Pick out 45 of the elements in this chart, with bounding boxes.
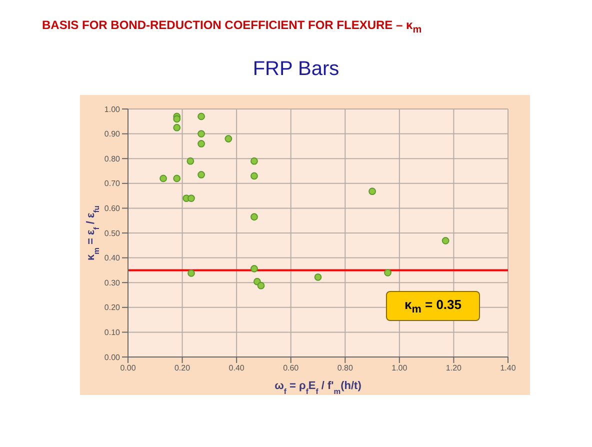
point (186, 157, 194, 165)
point (314, 273, 322, 281)
point (198, 112, 205, 120)
point (257, 282, 265, 290)
y-tick-label: 0.40 (104, 254, 121, 263)
point (250, 265, 258, 272)
point (173, 124, 181, 132)
point (198, 130, 205, 138)
x-tick-label: 0.40 (228, 364, 245, 373)
y-tick-label: 0.80 (104, 154, 121, 164)
y-tick-label: 0.10 (104, 328, 121, 338)
point (368, 188, 376, 196)
chart-title: BASIS FOR BOND-REDUCTION COEFFICIENT FOR FLEXURE – κ$_{m}$ (42, 18, 422, 36)
x-tick-label: 0.60 (283, 364, 300, 373)
y-tick-label: 0.90 (104, 130, 121, 139)
point (173, 115, 181, 123)
x-tick-label: 1.20 (446, 364, 462, 373)
y-tick-label: 1.00 (104, 104, 121, 114)
point (188, 194, 195, 202)
point (442, 236, 450, 244)
point (250, 213, 258, 221)
point (160, 174, 167, 182)
annotation: κ$_{m}$ = 0.35 (404, 296, 462, 316)
y-tick-label: 0.70 (104, 179, 121, 188)
x-tick-label: 1.00 (392, 364, 408, 373)
point (250, 172, 258, 180)
x-tick-label: 0.80 (337, 364, 354, 373)
y-tick-label: 0.60 (104, 204, 121, 214)
point (224, 135, 232, 142)
x-tick-label: 1.40 (500, 364, 516, 373)
text: ω$_{f}$ = ρ$_{f}$E$_{f}$ / f'$_{m}$(h/t) (274, 380, 362, 396)
point (250, 157, 258, 165)
y-tick-label: 0.50 (104, 228, 121, 238)
point (384, 268, 392, 276)
point (198, 171, 205, 178)
callout-box: κ$_{m}$ = 0.35 (386, 291, 480, 321)
point (188, 269, 195, 277)
x-tick-label: 0.00 (120, 364, 136, 373)
y-tick-label: 0.30 (104, 278, 121, 288)
y-tick-label: 0.20 (104, 303, 121, 312)
point (198, 140, 205, 148)
x-tick-label: 0.20 (174, 364, 191, 373)
point (173, 174, 181, 182)
chart-subtitle: FRP Bars (252, 58, 340, 81)
y-tick-label: 0.00 (104, 352, 121, 362)
